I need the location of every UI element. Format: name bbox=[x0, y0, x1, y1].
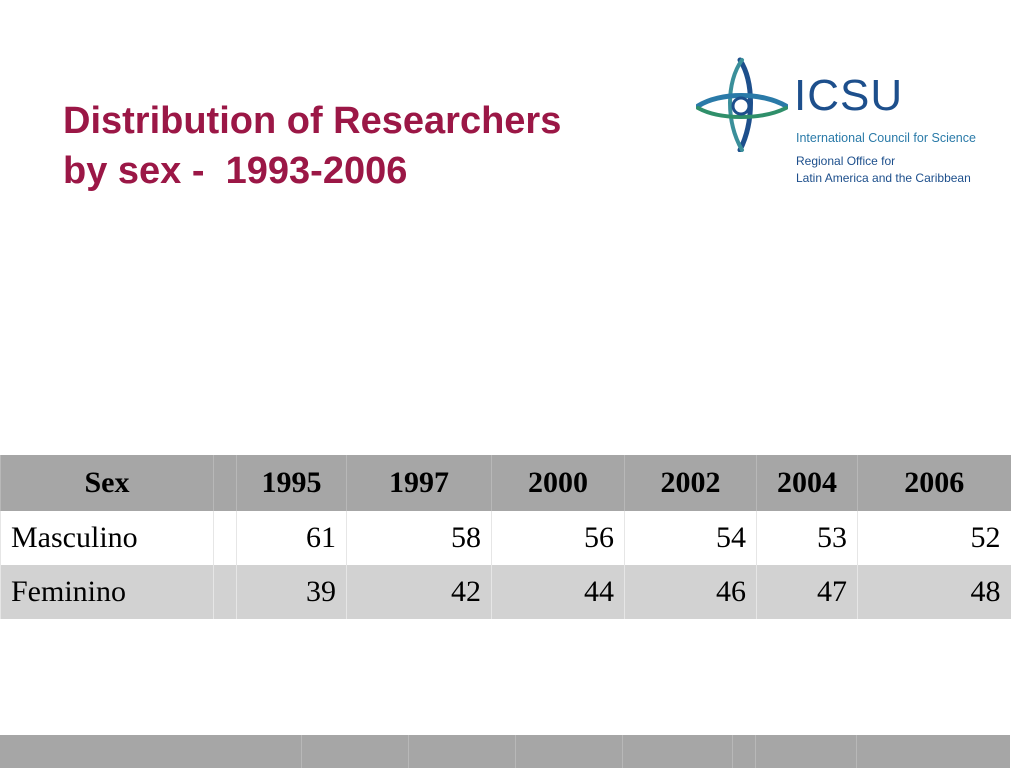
logo-acronym: ICSU bbox=[794, 71, 904, 120]
researchers-by-sex-table: Sex 1995 1997 2000 2002 2004 2006 Mascul… bbox=[0, 455, 1011, 619]
header-sex: Sex bbox=[0, 455, 214, 511]
bottom-table-band bbox=[0, 735, 1010, 768]
logo-office-line-2: Latin America and the Caribbean bbox=[796, 171, 971, 185]
header-2006: 2006 bbox=[857, 455, 1011, 511]
header-2002: 2002 bbox=[624, 455, 757, 511]
table-cell: 42 bbox=[346, 565, 492, 619]
table-cell: 46 bbox=[624, 565, 757, 619]
header-blank bbox=[213, 455, 237, 511]
table-cell bbox=[213, 511, 237, 565]
table-cell: 56 bbox=[491, 511, 625, 565]
table-cell: 48 bbox=[857, 565, 1011, 619]
table-cell: 52 bbox=[857, 511, 1011, 565]
row-label: Feminino bbox=[0, 565, 214, 619]
table-cell: 39 bbox=[236, 565, 347, 619]
row-label: Masculino bbox=[0, 511, 214, 565]
icsu-logo: ICSU International Council for Science R… bbox=[696, 52, 986, 192]
band-divider bbox=[622, 735, 623, 768]
table-header-row: Sex 1995 1997 2000 2002 2004 2006 bbox=[0, 455, 1011, 511]
logo-full-name: International Council for Science bbox=[796, 131, 976, 145]
table-cell: 53 bbox=[756, 511, 858, 565]
table-cell bbox=[213, 565, 237, 619]
band-divider bbox=[856, 735, 857, 768]
header-2000: 2000 bbox=[491, 455, 625, 511]
table-row-masculino: Masculino 61 58 56 54 53 52 bbox=[0, 511, 1011, 565]
slide-title: Distribution of Researchers by sex - 199… bbox=[63, 96, 561, 196]
logo-regional-office: Regional Office for Latin America and th… bbox=[796, 153, 971, 187]
table-cell: 58 bbox=[346, 511, 492, 565]
header-1997: 1997 bbox=[346, 455, 492, 511]
slide-title-line-1: Distribution of Researchers bbox=[63, 100, 562, 142]
table-cell: 47 bbox=[756, 565, 858, 619]
logo-office-line-1: Regional Office for bbox=[796, 154, 896, 168]
table-cell: 44 bbox=[491, 565, 625, 619]
icsu-emblem-icon bbox=[696, 57, 788, 152]
header-1995: 1995 bbox=[236, 455, 347, 511]
table-cell: 61 bbox=[236, 511, 347, 565]
band-divider bbox=[408, 735, 409, 768]
band-divider bbox=[515, 735, 516, 768]
table-cell: 54 bbox=[624, 511, 757, 565]
band-divider bbox=[732, 735, 733, 768]
band-divider bbox=[755, 735, 756, 768]
header-2004: 2004 bbox=[756, 455, 858, 511]
table-row-feminino: Feminino 39 42 44 46 47 48 bbox=[0, 565, 1011, 619]
band-divider bbox=[301, 735, 302, 768]
slide-title-line-2: by sex - 1993-2006 bbox=[63, 150, 408, 192]
